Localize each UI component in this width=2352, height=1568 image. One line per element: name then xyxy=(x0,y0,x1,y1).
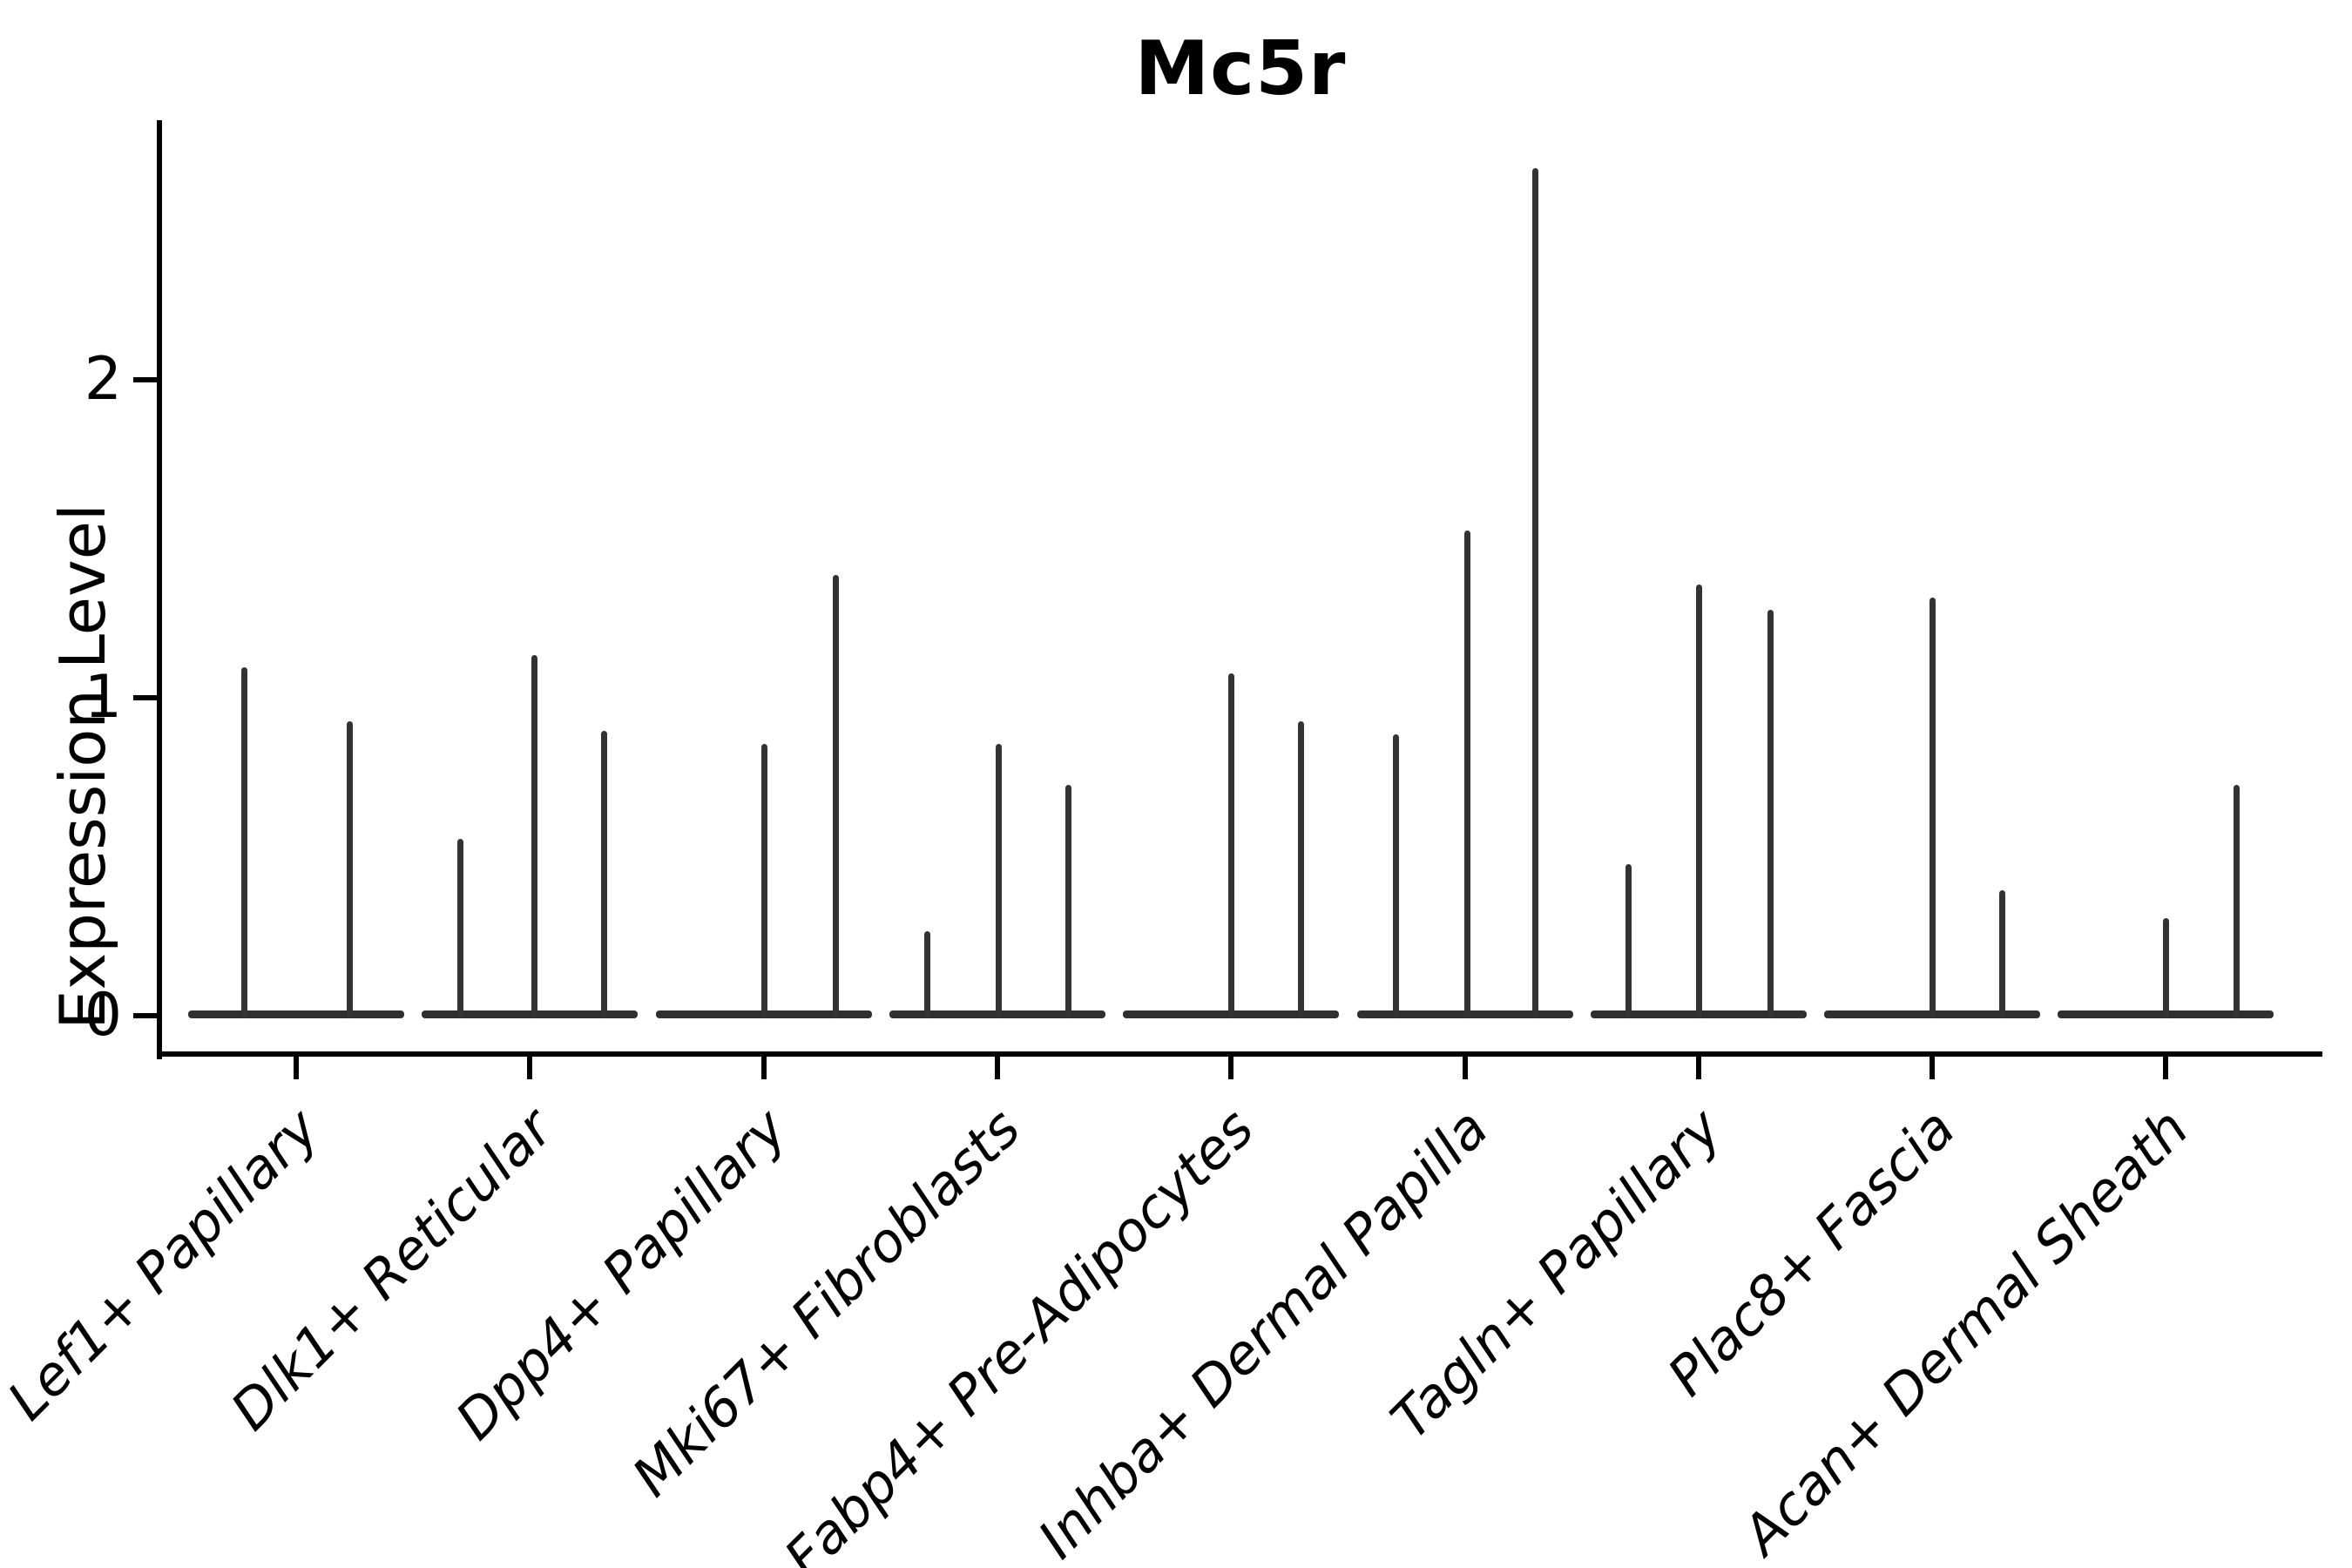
x-tick xyxy=(994,1057,1000,1079)
violin-spike xyxy=(1392,734,1399,1018)
x-tick xyxy=(294,1057,299,1079)
x-tick xyxy=(760,1057,767,1079)
violin-spike xyxy=(1999,890,2006,1018)
violin-spike xyxy=(347,721,353,1018)
chart-title: Mc5r xyxy=(1134,25,1347,112)
x-tick xyxy=(1695,1057,1701,1079)
y-axis-label: Expression Level xyxy=(46,504,119,1030)
x-tick xyxy=(1462,1057,1468,1079)
violin-spike xyxy=(1298,721,1305,1018)
x-tick xyxy=(527,1057,533,1079)
x-tick xyxy=(1228,1057,1234,1079)
violin-spike xyxy=(1695,585,1702,1018)
y-tick-label: 0 xyxy=(84,981,122,1050)
violin-spike xyxy=(241,667,247,1018)
y-tick-label: 2 xyxy=(84,345,122,414)
violin-spike xyxy=(457,839,464,1018)
violin-spike xyxy=(1064,785,1071,1018)
violin-spike xyxy=(531,655,538,1018)
y-tick xyxy=(133,1013,158,1018)
x-axis-spine xyxy=(157,1051,2322,1057)
y-axis-spine xyxy=(157,120,162,1059)
violin-spike xyxy=(1228,673,1235,1018)
violin-spike xyxy=(760,744,767,1018)
violin-spike xyxy=(1463,531,1470,1018)
y-tick xyxy=(133,377,158,382)
violin-spike xyxy=(1531,168,1538,1018)
violin-spike xyxy=(923,931,930,1018)
violin-spike xyxy=(2234,785,2240,1018)
y-tick-label: 1 xyxy=(84,663,122,732)
violin-spike xyxy=(2163,918,2170,1018)
violin-spike xyxy=(1767,610,1774,1018)
violin-baseline xyxy=(422,1010,639,1018)
violin-spike xyxy=(601,731,608,1018)
violin-spike xyxy=(995,744,1002,1018)
violin-spike xyxy=(1930,598,1936,1018)
violin-spike xyxy=(832,575,839,1018)
violin-baseline xyxy=(188,1010,404,1018)
x-tick xyxy=(2163,1057,2169,1079)
x-tick xyxy=(1930,1057,1936,1079)
violin-spike xyxy=(1625,864,1632,1018)
y-tick xyxy=(133,695,158,700)
